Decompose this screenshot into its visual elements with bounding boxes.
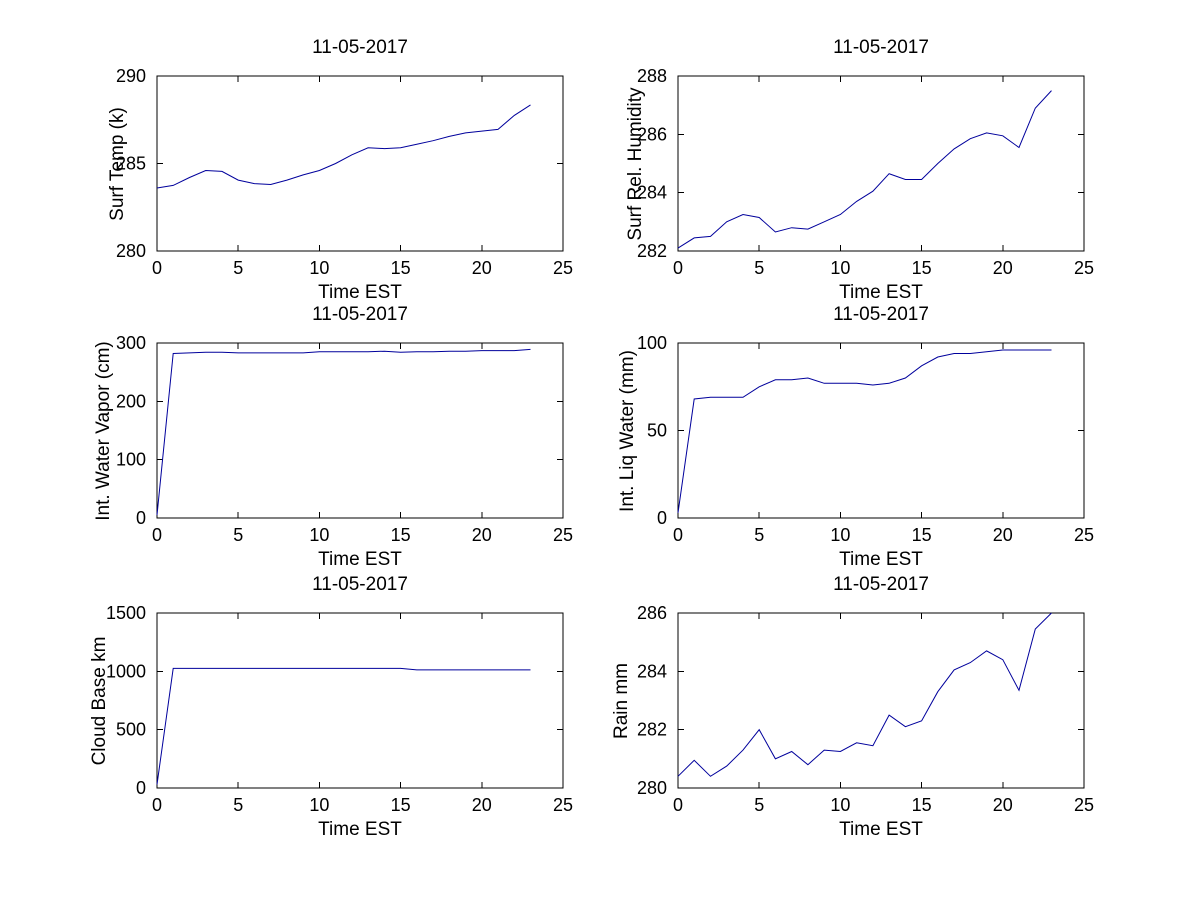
x-tick-label: 10 bbox=[309, 795, 329, 815]
y-tick-label: 100 bbox=[637, 333, 667, 353]
subplot-title: 11-05-2017 bbox=[312, 304, 408, 325]
axes-box bbox=[156, 612, 564, 789]
x-tick-label: 20 bbox=[472, 525, 492, 545]
x-axis-label: Time EST bbox=[839, 549, 923, 570]
x-tick-label: 0 bbox=[152, 525, 162, 545]
y-tick-label: 284 bbox=[637, 183, 667, 203]
x-tick-label: 15 bbox=[912, 525, 932, 545]
y-tick-label: 0 bbox=[657, 508, 667, 528]
axes-box bbox=[156, 342, 564, 519]
subplot-int-water-vapor: 11-05-2017 Int. Water Vapor (cm) 0 5 10 15 2… bbox=[93, 299, 591, 581]
x-axis-label: Time EST bbox=[318, 282, 402, 303]
subplot-title: 11-05-2017 bbox=[833, 574, 929, 595]
x-tick-label: 15 bbox=[912, 258, 932, 278]
subplot-surf-temp: 11-05-2017 Surf Temp (k) 0 5 10 15 20 25 280 28… bbox=[95, 32, 591, 314]
x-tick-label: 10 bbox=[830, 795, 850, 815]
x-axis-label: Time EST bbox=[318, 819, 402, 840]
plot-area: 0 5 10 15 20 25 0 100 200 300 bbox=[116, 333, 573, 545]
x-axis-label: Time EST bbox=[839, 282, 923, 303]
y-tick-label: 1500 bbox=[106, 603, 146, 623]
x-tick-label: 15 bbox=[912, 795, 932, 815]
plot-area: 0 5 10 15 20 25 282 284 286 288 bbox=[637, 66, 1094, 278]
data-line bbox=[156, 348, 531, 516]
x-tick-label: 25 bbox=[1074, 795, 1094, 815]
y-tick-label: 288 bbox=[637, 66, 667, 86]
y-tick-label: 0 bbox=[136, 508, 146, 528]
plot-area: 0 5 10 15 20 25 0 500 1000 1500 bbox=[106, 603, 573, 815]
x-tick-label: 25 bbox=[1074, 258, 1094, 278]
data-line bbox=[156, 667, 531, 785]
x-tick-label: 0 bbox=[673, 258, 683, 278]
axes-box bbox=[677, 342, 1085, 519]
x-tick-label: 20 bbox=[472, 795, 492, 815]
y-tick-label: 0 bbox=[136, 778, 146, 798]
x-tick-label: 15 bbox=[391, 795, 411, 815]
subplot-title: 11-05-2017 bbox=[312, 37, 408, 58]
y-tick-label: 282 bbox=[637, 241, 667, 261]
subplot-title: 11-05-2017 bbox=[833, 304, 929, 325]
subplot-title: 11-05-2017 bbox=[833, 37, 929, 58]
x-tick-label: 10 bbox=[309, 258, 329, 278]
subplot-int-liq-water: 11-05-2017 Int. Liq Water (mm) 0 5 10 15 20 2… bbox=[616, 299, 1112, 581]
x-tick-label: 10 bbox=[830, 258, 850, 278]
x-tick-label: 20 bbox=[993, 258, 1013, 278]
y-tick-label: 200 bbox=[116, 391, 146, 411]
subplot-title: 11-05-2017 bbox=[312, 574, 408, 595]
x-tick-label: 25 bbox=[1074, 525, 1094, 545]
y-tick-label: 286 bbox=[637, 124, 667, 144]
data-line bbox=[156, 104, 531, 189]
x-tick-label: 5 bbox=[233, 525, 243, 545]
x-tick-label: 20 bbox=[993, 795, 1013, 815]
x-tick-label: 5 bbox=[233, 795, 243, 815]
y-tick-label: 300 bbox=[116, 333, 146, 353]
axes-box bbox=[677, 75, 1085, 252]
x-tick-label: 25 bbox=[553, 525, 573, 545]
subplot-surf-rel-humidity: 11-05-2017 Surf Rel. Humidity 0 5 10 15 20 25… bbox=[616, 32, 1112, 314]
x-tick-label: 15 bbox=[391, 525, 411, 545]
y-tick-label: 280 bbox=[116, 241, 146, 261]
axes-box bbox=[156, 75, 564, 252]
x-tick-label: 15 bbox=[391, 258, 411, 278]
y-tick-label: 290 bbox=[116, 66, 146, 86]
x-tick-label: 25 bbox=[553, 258, 573, 278]
x-tick-label: 0 bbox=[673, 525, 683, 545]
x-axis-label: Time EST bbox=[318, 549, 402, 570]
x-axis-label: Time EST bbox=[839, 819, 923, 840]
x-tick-label: 5 bbox=[754, 525, 764, 545]
x-tick-label: 25 bbox=[553, 795, 573, 815]
subplot-rain: 11-05-2017 Rain mm 0 5 10 15 20 25 280 282 284 28… bbox=[611, 569, 1112, 851]
plot-area: 0 5 10 15 20 25 0 50 100 bbox=[637, 333, 1094, 545]
x-tick-label: 0 bbox=[152, 258, 162, 278]
x-tick-label: 20 bbox=[993, 525, 1013, 545]
plot-area: 0 5 10 15 20 25 280 285 290 bbox=[116, 66, 573, 278]
x-tick-label: 0 bbox=[673, 795, 683, 815]
axes-box bbox=[677, 612, 1085, 789]
plot-area: 0 5 10 15 20 25 280 282 284 286 bbox=[637, 603, 1094, 815]
y-tick-label: 280 bbox=[637, 778, 667, 798]
x-tick-label: 5 bbox=[233, 258, 243, 278]
y-tick-label: 284 bbox=[637, 661, 667, 681]
y-tick-label: 1000 bbox=[106, 661, 146, 681]
y-tick-label: 285 bbox=[116, 154, 146, 174]
x-tick-label: 5 bbox=[754, 258, 764, 278]
x-tick-label: 0 bbox=[152, 795, 162, 815]
data-line bbox=[677, 612, 1052, 777]
subplot-cloud-base: 11-05-2017 Cloud Base km 0 5 10 15 20 25 0 500 1… bbox=[89, 569, 591, 851]
data-line bbox=[677, 349, 1052, 513]
x-tick-label: 20 bbox=[472, 258, 492, 278]
x-tick-label: 10 bbox=[309, 525, 329, 545]
y-tick-label: 282 bbox=[637, 720, 667, 740]
y-tick-label: 100 bbox=[116, 450, 146, 470]
y-tick-label: 286 bbox=[637, 603, 667, 623]
y-tick-label: 50 bbox=[647, 421, 667, 441]
y-tick-label: 500 bbox=[116, 720, 146, 740]
x-tick-label: 5 bbox=[754, 795, 764, 815]
x-tick-label: 10 bbox=[830, 525, 850, 545]
data-line bbox=[677, 90, 1052, 249]
